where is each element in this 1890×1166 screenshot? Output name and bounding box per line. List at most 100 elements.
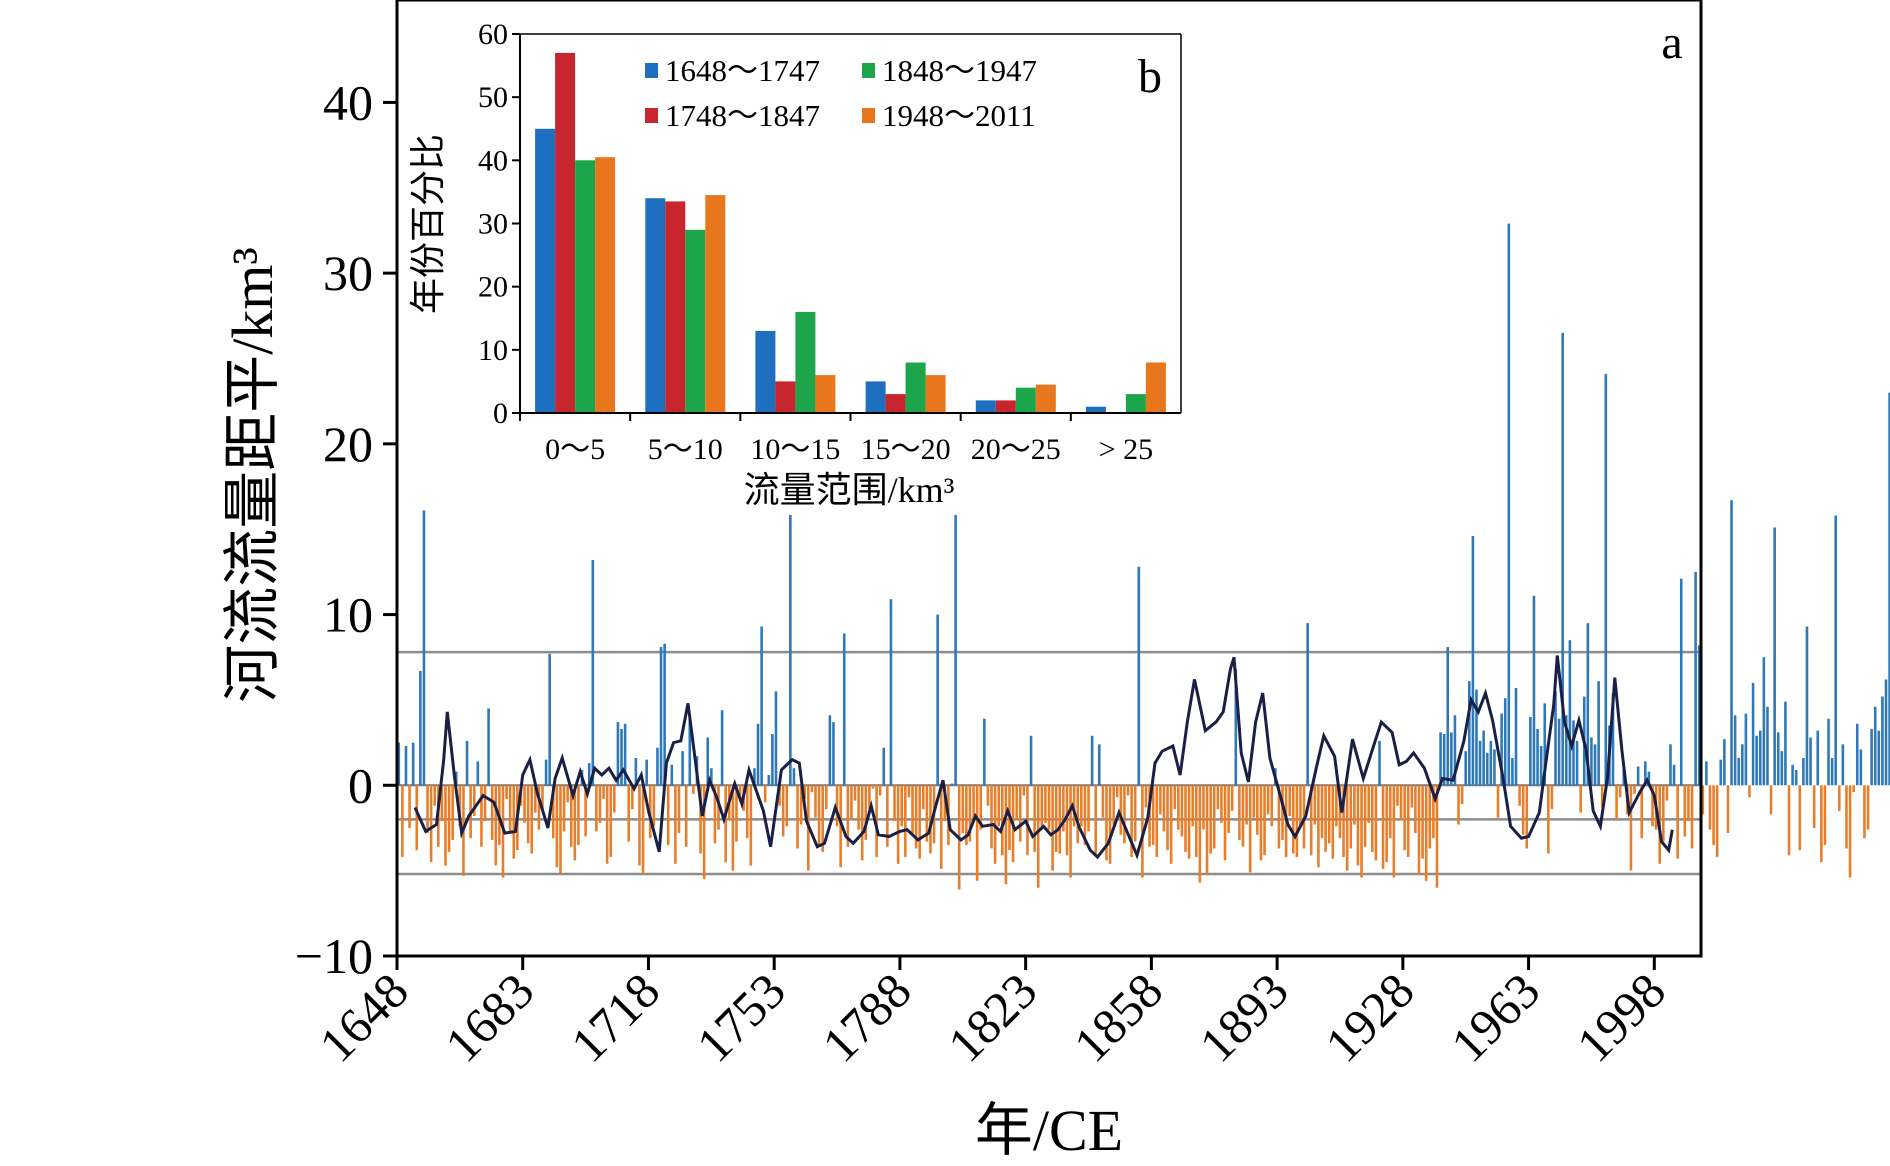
anomaly-bar: [613, 785, 616, 813]
anomaly-bar: [1173, 785, 1177, 810]
main-y-axis-label: 河流流量距平/km³: [220, 247, 285, 703]
anomaly-bar: [889, 599, 893, 786]
inset-bar: [795, 311, 816, 413]
anomaly-bar: [893, 785, 896, 822]
anomaly-bar: [771, 734, 774, 786]
inset-x-tick-label: 15～20: [861, 433, 951, 466]
anomaly-bar: [1557, 718, 1561, 786]
anomaly-bar: [1080, 785, 1083, 827]
anomaly-bar: [1184, 785, 1187, 852]
anomaly-bar: [1396, 785, 1399, 806]
inset-bars: [535, 52, 1166, 414]
inset-x-tick-label: 0～5: [545, 433, 605, 466]
anomaly-bar: [1715, 785, 1719, 857]
anomaly-bar: [458, 785, 462, 827]
anomaly-bar: [645, 759, 648, 786]
anomaly-bar: [1575, 740, 1579, 786]
anomaly-bar: [1791, 764, 1794, 786]
anomaly-bar: [1453, 715, 1457, 786]
anomaly-bar: [1665, 785, 1669, 801]
anomaly-bar: [1697, 645, 1701, 786]
anomaly-bar: [426, 785, 429, 834]
anomaly-bar: [1827, 718, 1830, 786]
anomaly-bar: [824, 785, 828, 810]
anomaly-bar: [882, 747, 886, 786]
y-tick-label: 10: [323, 587, 373, 643]
anomaly-bar: [1270, 785, 1274, 827]
y-tick-label: 30: [323, 245, 373, 301]
inset-x-tick-label: 10～15: [750, 433, 840, 466]
anomaly-bar: [1845, 785, 1848, 849]
anomaly-bar: [1112, 785, 1115, 825]
inset-bar: [535, 128, 556, 414]
inset-bar: [575, 160, 596, 413]
anomaly-bar: [605, 785, 609, 864]
anomaly-bar: [803, 785, 807, 799]
anomaly-bar: [1561, 332, 1564, 786]
anomaly-bar: [1295, 785, 1299, 857]
anomaly-bar: [911, 785, 914, 834]
anomaly-bar: [749, 785, 753, 866]
anomaly-bar: [1392, 785, 1396, 878]
anomaly-bar: [609, 785, 613, 857]
y-tick-label: 40: [323, 74, 373, 130]
anomaly-bar: [1421, 785, 1424, 859]
anomaly-bar: [1238, 785, 1241, 840]
anomaly-bar: [559, 785, 562, 875]
anomaly-bar: [666, 785, 670, 846]
anomaly-bar: [1047, 785, 1051, 830]
anomaly-bar: [1554, 691, 1557, 786]
anomaly-bar: [1446, 647, 1450, 786]
smoothed-curve: [413, 655, 1674, 860]
anomaly-bar: [551, 785, 555, 839]
anomaly-bar: [1877, 730, 1881, 786]
anomaly-bar: [623, 723, 627, 786]
anomaly-bar: [1223, 785, 1227, 861]
anomaly-bar: [663, 643, 666, 786]
anomaly-bar: [1202, 785, 1205, 830]
anomaly-bar: [1054, 785, 1058, 852]
anomaly-bar: [1065, 785, 1069, 856]
inset-y-tick-label: 0: [493, 397, 508, 430]
anomaly-bar: [1169, 785, 1173, 864]
anomaly-bar: [1579, 785, 1582, 813]
anomaly-bar: [1026, 785, 1029, 856]
anomaly-bar: [1101, 785, 1105, 818]
anomaly-bar: [1529, 717, 1532, 786]
anomaly-bar: [1798, 785, 1802, 851]
anomaly-bar: [1812, 785, 1816, 828]
anomaly-bar: [1496, 785, 1500, 818]
anomaly-bar: [1683, 785, 1687, 837]
anomaly-bar: [1547, 785, 1550, 854]
anomaly-bar: [1126, 785, 1130, 796]
anomaly-bar: [1144, 785, 1148, 808]
anomaly-bar: [1460, 785, 1464, 805]
inset-bar: [885, 394, 906, 413]
anomaly-bar: [778, 785, 781, 806]
inset-legend-swatch: [862, 108, 875, 123]
anomaly-bar: [1177, 785, 1180, 830]
y-tick-label: 0: [348, 757, 373, 813]
anomaly-bar: [1855, 723, 1859, 786]
anomaly-bar: [878, 785, 882, 796]
anomaly-bar: [731, 785, 735, 871]
anomaly-bar: [530, 785, 534, 854]
main-y-axis: −10 0 10 20 30 40: [295, 74, 397, 984]
anomaly-bar: [792, 768, 796, 786]
anomaly-bar: [918, 785, 921, 859]
anomaly-bar: [1345, 785, 1349, 871]
anomaly-bar: [677, 785, 681, 834]
anomaly-bar: [1784, 701, 1787, 786]
anomaly-bar: [990, 785, 993, 849]
anomaly-bar: [1424, 785, 1428, 881]
anomaly-bar: [584, 785, 587, 837]
anomaly-bar: [1072, 785, 1076, 827]
anomaly-bar: [1503, 698, 1507, 786]
anomaly-bar: [1417, 785, 1421, 875]
anomaly-bar: [1212, 785, 1216, 849]
anomaly-bar: [652, 785, 656, 827]
anomaly-bar: [1288, 785, 1291, 817]
y-tick-label: −10: [295, 928, 373, 984]
anomaly-bar: [1335, 785, 1338, 827]
